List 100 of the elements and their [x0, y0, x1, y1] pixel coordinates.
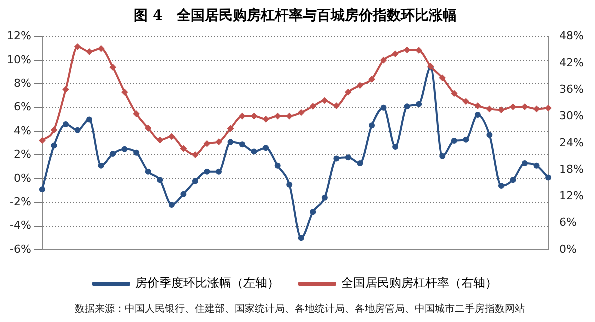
- point: [322, 194, 328, 201]
- y-tick-label: 10%: [6, 53, 32, 66]
- point: [298, 110, 304, 116]
- point: [122, 146, 128, 152]
- y2-tick-label: 36%: [560, 82, 584, 96]
- y-tick-label: 2%: [14, 148, 32, 162]
- point: [310, 104, 316, 110]
- point: [274, 113, 281, 120]
- point: [251, 148, 258, 155]
- point: [240, 113, 246, 120]
- y-tick-label: 4%: [14, 124, 32, 138]
- y2-tick-label: 12%: [560, 190, 584, 203]
- point: [98, 162, 104, 169]
- point: [334, 103, 340, 110]
- point: [474, 112, 481, 118]
- point: [216, 139, 222, 146]
- point: [192, 152, 198, 158]
- point: [98, 46, 104, 52]
- point: [62, 86, 69, 93]
- point: [440, 153, 446, 160]
- y-tick-label: 0%: [14, 172, 32, 185]
- point: [510, 104, 516, 110]
- point: [334, 156, 340, 162]
- point: [74, 127, 81, 134]
- point: [240, 142, 246, 148]
- point: [51, 127, 58, 134]
- point: [263, 145, 270, 152]
- point: [463, 98, 470, 105]
- point: [86, 48, 93, 55]
- point: [546, 174, 552, 181]
- point: [134, 150, 140, 156]
- point: [74, 44, 81, 50]
- point: [51, 142, 58, 149]
- point: [474, 103, 481, 110]
- point: [168, 202, 175, 208]
- point: [134, 111, 140, 118]
- point: [180, 146, 187, 152]
- y-tick-label: 6%: [14, 100, 32, 114]
- point: [145, 168, 152, 175]
- point: [357, 82, 364, 89]
- point: [39, 186, 46, 193]
- point: [404, 47, 410, 54]
- point: [110, 64, 116, 70]
- point: [39, 138, 46, 144]
- point: [369, 122, 376, 129]
- point: [534, 162, 540, 169]
- point: [204, 140, 210, 147]
- y2-tick-label: 0%: [560, 242, 578, 256]
- point: [216, 168, 222, 175]
- y2-tick-label: 48%: [560, 30, 584, 43]
- point: [286, 113, 293, 120]
- point: [440, 75, 446, 82]
- chart-title: 图 4 全国居民购房杠杆率与百城房价指数环比涨幅: [134, 7, 457, 24]
- point: [204, 168, 210, 175]
- point: [522, 104, 528, 110]
- legend-label: 全国居民购房杠杆率（右轴）: [342, 276, 498, 290]
- point: [522, 160, 528, 167]
- point: [322, 98, 328, 104]
- point: [62, 121, 69, 128]
- point: [380, 57, 387, 64]
- point: [345, 89, 352, 96]
- point: [157, 177, 164, 184]
- point: [345, 154, 352, 161]
- point: [357, 160, 364, 167]
- point: [498, 107, 504, 114]
- point: [228, 126, 234, 132]
- point: [286, 182, 293, 188]
- point: [486, 132, 493, 138]
- point: [157, 137, 164, 144]
- point: [228, 139, 234, 146]
- point: [510, 177, 516, 184]
- point: [110, 151, 116, 158]
- point: [122, 89, 128, 96]
- y-tick-label: -4%: [10, 219, 32, 232]
- point: [263, 116, 270, 122]
- point: [298, 235, 304, 242]
- y-tick-label: 8%: [14, 77, 32, 90]
- point: [369, 76, 376, 82]
- y-tick-label: 12%: [6, 30, 32, 43]
- point: [392, 144, 399, 150]
- point: [463, 136, 470, 143]
- point: [192, 178, 198, 184]
- y-tick-label: -6%: [10, 242, 32, 256]
- point: [486, 106, 493, 112]
- point: [251, 113, 258, 120]
- point: [274, 162, 281, 169]
- point: [380, 104, 387, 111]
- y2-tick-label: 42%: [560, 56, 584, 70]
- y2-tick-label: 6%: [560, 216, 578, 230]
- point: [310, 209, 316, 216]
- point: [180, 191, 187, 198]
- y2-tick-label: 24%: [560, 136, 584, 150]
- y-tick-label: -2%: [10, 195, 32, 208]
- point: [416, 101, 422, 108]
- point: [546, 105, 552, 112]
- point: [86, 116, 93, 123]
- point: [451, 138, 458, 144]
- point: [534, 106, 540, 112]
- point: [168, 134, 175, 140]
- point: [498, 183, 504, 190]
